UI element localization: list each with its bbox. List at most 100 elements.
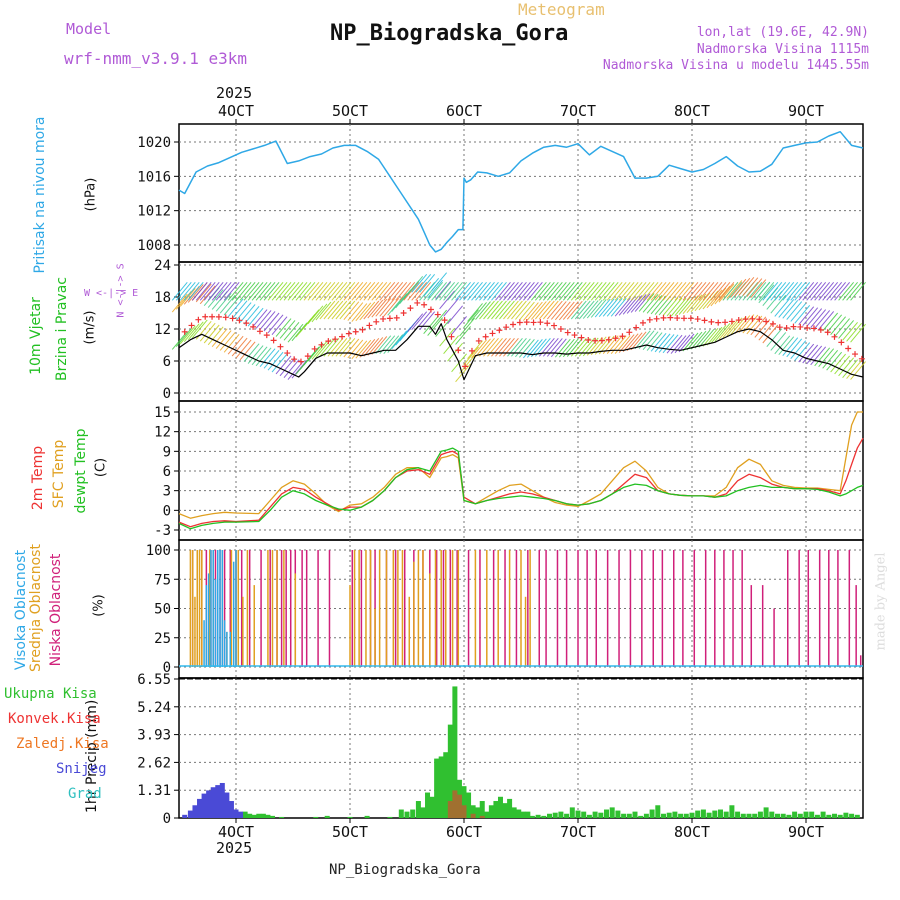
wind-barb <box>391 293 408 312</box>
snow-bar <box>206 790 212 818</box>
wind-barb <box>742 277 759 296</box>
wind-barb <box>634 293 651 312</box>
wind-gust-marker <box>400 310 407 317</box>
temp-2m-line <box>178 437 864 528</box>
wind-gust-marker <box>735 317 742 324</box>
wind-barb <box>323 282 340 301</box>
wind-barb <box>778 299 795 318</box>
wind-barb <box>610 282 627 301</box>
time-label-top: 4OCT <box>218 102 254 120</box>
y-tick-label: 0 <box>163 386 171 402</box>
wind-barb <box>802 344 819 364</box>
wind-barb <box>335 338 352 357</box>
time-label-bottom: 9OCT <box>788 823 824 841</box>
wind-barb <box>798 343 815 363</box>
wind-gust-marker <box>646 316 653 323</box>
wind-barb <box>479 282 495 301</box>
snow-bar <box>233 809 239 818</box>
wind-barb <box>327 300 344 320</box>
wind-barb <box>283 322 300 341</box>
wind-barb <box>359 282 376 301</box>
wind-barb <box>415 274 432 293</box>
wind-barb <box>207 326 224 346</box>
total-rain-bar <box>251 814 257 818</box>
wind-barb <box>311 303 328 323</box>
wind-gust-marker <box>701 317 708 324</box>
wind-barb <box>291 322 308 342</box>
total-rain-bar <box>511 807 517 818</box>
wind-barb <box>503 300 519 320</box>
wind-gust-marker <box>852 351 859 358</box>
wind-gust-marker <box>304 353 311 360</box>
wind-gust-marker <box>660 314 667 321</box>
total-rain-bar <box>364 815 370 818</box>
wind-barb <box>714 282 731 301</box>
wind-gust-marker <box>763 318 770 325</box>
wind-barb <box>666 282 683 301</box>
wind-barb <box>542 300 559 320</box>
wind-barb <box>295 282 312 301</box>
wind-barb <box>654 333 671 353</box>
total-rain-bar <box>621 813 627 818</box>
wind-barb <box>550 301 567 320</box>
total-rain-bar <box>484 811 490 818</box>
y-tick-label: 100 <box>146 543 171 559</box>
wind-barb <box>806 345 823 365</box>
wind-barb <box>235 339 252 359</box>
wind-barb <box>519 339 535 358</box>
wind-barb <box>527 282 543 301</box>
wind-barb <box>690 293 707 313</box>
wind-barb <box>519 301 535 321</box>
wind-gust-marker <box>722 319 729 326</box>
total-rain-bar <box>666 812 672 818</box>
wind-gust-marker <box>318 341 325 348</box>
wind-barb <box>622 282 639 301</box>
wind-barb <box>694 282 711 301</box>
wind-barb <box>387 334 404 353</box>
wind-barb <box>630 282 647 301</box>
snow-bar <box>215 785 221 818</box>
wind-barb <box>371 298 388 318</box>
y-tick-label: 1012 <box>137 204 171 220</box>
wind-barb <box>363 338 380 357</box>
y-tick-label: 6.55 <box>137 672 171 688</box>
total-rain-bar <box>242 811 248 818</box>
wind-barb <box>263 282 280 301</box>
wind-barb <box>351 303 368 322</box>
wind-barb <box>698 328 715 348</box>
wind-barb <box>646 282 663 301</box>
y-tick-label: 12 <box>154 322 171 338</box>
wind-barb <box>343 282 360 301</box>
y-tick-label: 15 <box>154 405 171 421</box>
wind-barb <box>187 282 204 301</box>
wind-barb <box>251 282 268 301</box>
wind-barb <box>554 301 571 321</box>
wind-gust-marker <box>215 313 222 320</box>
wind-barb <box>786 338 803 358</box>
lonlat-text: lon,lat (19.6E, 42.9N) <box>696 25 869 40</box>
total-rain-bar <box>520 811 526 818</box>
total-rain-bar <box>410 809 416 818</box>
wind-barb <box>475 301 491 320</box>
wind-gust-marker <box>209 313 216 320</box>
wind-barb <box>690 282 707 301</box>
wind-barb <box>231 282 248 301</box>
wind-barb <box>415 282 432 301</box>
wind-barb <box>319 282 336 301</box>
wind-barb <box>674 282 691 301</box>
time-label-bottom: 8OCT <box>674 823 710 841</box>
wind-barb <box>435 282 452 301</box>
wind-barb <box>467 282 483 301</box>
total-rain-bar <box>420 807 426 818</box>
wind-barb <box>475 338 491 358</box>
wind-barb <box>447 282 463 301</box>
wind-barb <box>199 322 216 342</box>
wind-gust-marker <box>366 322 373 329</box>
wind-barb <box>323 300 340 320</box>
total-rain-bar <box>763 807 769 818</box>
wind-barb <box>375 298 392 317</box>
total-rain-bar <box>638 815 644 818</box>
wind-barb <box>802 282 819 301</box>
wind-gust-marker <box>421 301 428 308</box>
wind-barb <box>383 282 400 301</box>
